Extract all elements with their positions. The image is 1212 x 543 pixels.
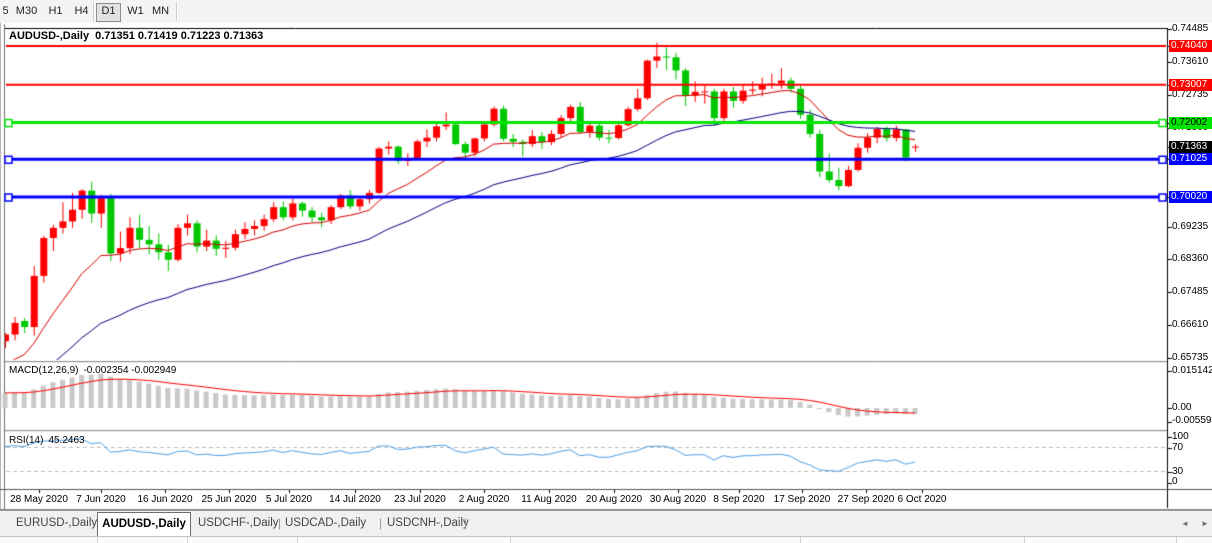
price-tick-label: 0.66610 [1172, 319, 1209, 331]
date-tick-label: 25 Jun 2020 [201, 494, 257, 505]
date-tick-label: 2 Aug 2020 [458, 494, 510, 505]
level-line-price-label: 0.72002 [1169, 116, 1212, 129]
status-divider [187, 537, 188, 543]
price-tick-label: 0.65735 [1172, 352, 1209, 363]
rsi-name: RSI(14) [9, 435, 44, 446]
price-tick-label: 0.74485 [1172, 23, 1209, 35]
timeframe-button-h1[interactable]: H1 [48, 5, 63, 17]
chart-tab-audusd[interactable]: AUDUSD-,Daily [97, 512, 191, 536]
chart-tab-bar: ◄ ► EURUSD-,Daily AUDUSD-,Daily USDCHF-,Da… [0, 510, 1212, 537]
rsi-indicator-label: RSI(14) 45.2463 [9, 435, 90, 446]
date-tick-label: 20 Aug 2020 [585, 494, 643, 505]
chart-title: AUDUSD-,Daily 0.71351 0.71419 0.71223 0.7… [9, 30, 269, 42]
tab-separator: | [464, 516, 468, 530]
timeframe-button-5[interactable]: 5 [2, 5, 9, 17]
date-tick-label: 30 Aug 2020 [649, 494, 707, 505]
date-tick-label: 14 Jul 2020 [329, 494, 381, 505]
tab-scroll-left-icon[interactable]: ◄ [1181, 519, 1189, 528]
chart-window: AUDUSD-,Daily 0.71351 0.71419 0.71223 0.7… [0, 23, 1212, 510]
macd-name: MACD(12,26,9) [9, 365, 79, 376]
status-divider [1024, 537, 1025, 543]
status-divider [510, 537, 511, 543]
price-tick-label: 0.68360 [1172, 253, 1209, 265]
chart-tab-usdcnh[interactable]: USDCNH-,Daily [387, 517, 469, 529]
date-tick-label: 17 Sep 2020 [773, 494, 831, 505]
timeframe-toolbar: 5 M30 H1 H4 D1 W1 MN [0, 0, 1212, 24]
level-line-price-label: 0.71025 [1169, 153, 1212, 166]
timeframe-button-h4[interactable]: H4 [74, 5, 89, 17]
level-line-price-label: 0.70020 [1169, 191, 1212, 204]
macd-values: -0.002354 -0.002949 [83, 365, 177, 376]
date-tick-label: 28 May 2020 [10, 494, 68, 505]
chart-tab-usdcad[interactable]: USDCAD-,Daily [285, 517, 367, 529]
chart-tab-eurusd[interactable]: EURUSD-,Daily [16, 517, 98, 529]
tab-scroll-right-icon[interactable]: ► [1201, 519, 1209, 528]
chart-canvas[interactable] [0, 23, 1212, 510]
status-divider [1176, 537, 1177, 543]
macd-indicator-label: MACD(12,26,9) -0.002354 -0.002949 [9, 365, 181, 376]
price-tick-label: 0.73610 [1172, 56, 1209, 68]
level-line-price-label: 0.73007 [1169, 78, 1212, 91]
tab-separator: | [379, 516, 383, 530]
timeframe-button-d1[interactable]: D1 [96, 3, 121, 22]
price-tick-label: 0.67485 [1172, 286, 1209, 298]
timeframe-button-m30[interactable]: M30 [15, 5, 38, 17]
current-price-label: 0.71363 [1169, 140, 1212, 153]
date-tick-label: 8 Sep 2020 [713, 494, 765, 505]
rsi-tick-label: 0 [1172, 476, 1178, 487]
timeframe-button-mn[interactable]: MN [151, 5, 170, 17]
rsi-tick-label: 70 [1172, 441, 1184, 453]
status-divider [297, 537, 298, 543]
date-tick-label: 23 Jul 2020 [394, 494, 446, 505]
rsi-tick-label: 30 [1172, 465, 1184, 477]
chart-title-symbol: AUDUSD-,Daily [9, 30, 90, 42]
date-tick-label: 5 Jul 2020 [265, 494, 313, 505]
toolbar-separator [176, 2, 178, 21]
price-tick-label: 0.69235 [1172, 220, 1209, 232]
toolbar-separator [93, 2, 95, 21]
macd-tick-label: 0.00 [1172, 402, 1192, 413]
level-line-price-label: 0.74040 [1169, 39, 1212, 52]
date-tick-label: 16 Jun 2020 [137, 494, 193, 505]
timeframe-button-w1[interactable]: W1 [127, 5, 144, 17]
rsi-value: 45.2463 [48, 435, 85, 446]
status-divider [97, 537, 98, 543]
date-tick-label: 7 Jun 2020 [76, 494, 126, 505]
rsi-tick-label: 100 [1172, 431, 1189, 442]
date-tick-label: 27 Sep 2020 [837, 494, 895, 505]
tab-separator: | [278, 516, 282, 530]
chart-tab-usdchf[interactable]: USDCHF-,Daily [198, 517, 279, 529]
status-bar [0, 536, 1212, 543]
date-tick-label: 6 Oct 2020 [897, 494, 947, 505]
chart-title-ohlc: 0.71351 0.71419 0.71223 0.71363 [95, 30, 264, 42]
status-divider [800, 537, 801, 543]
price-tick-label: 0.72735 [1172, 89, 1209, 101]
macd-tick-label: 0.015142 [1172, 365, 1212, 376]
date-tick-label: 11 Aug 2020 [521, 494, 577, 505]
macd-tick-label: -0.005595 [1172, 415, 1212, 426]
